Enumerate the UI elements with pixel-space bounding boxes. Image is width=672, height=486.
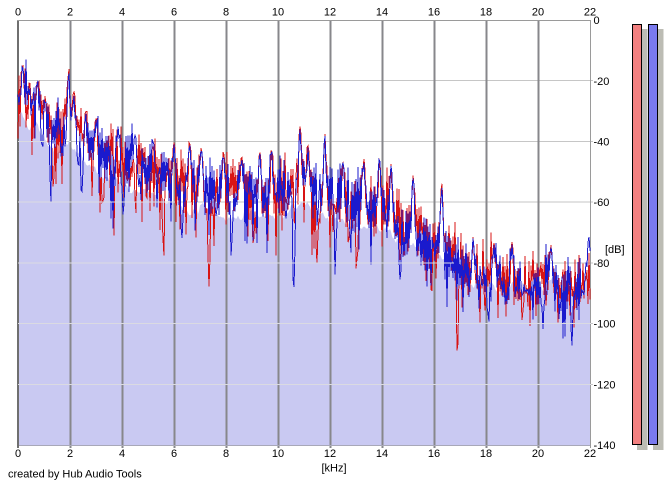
- svg-text:-140: -140: [594, 440, 616, 452]
- svg-text:-100: -100: [594, 319, 616, 331]
- svg-text:8: 8: [223, 7, 229, 19]
- svg-text:14: 14: [376, 448, 388, 460]
- svg-text:-60: -60: [594, 197, 610, 209]
- svg-text:[kHz]: [kHz]: [321, 463, 346, 475]
- svg-text:20: 20: [532, 448, 544, 460]
- svg-text:18: 18: [480, 7, 492, 19]
- svg-text:6: 6: [171, 448, 177, 460]
- svg-text:16: 16: [428, 7, 440, 19]
- svg-text:2: 2: [67, 7, 73, 19]
- svg-text:-40: -40: [594, 137, 610, 149]
- svg-text:10: 10: [272, 7, 284, 19]
- svg-text:2: 2: [67, 448, 73, 460]
- svg-text:4: 4: [119, 448, 125, 460]
- svg-text:12: 12: [324, 448, 336, 460]
- svg-text:20: 20: [532, 7, 544, 19]
- svg-text:12: 12: [324, 7, 336, 19]
- svg-text:-120: -120: [594, 379, 616, 391]
- svg-text:0: 0: [15, 7, 21, 19]
- svg-text:10: 10: [272, 448, 284, 460]
- svg-text:4: 4: [119, 7, 125, 19]
- svg-text:18: 18: [480, 448, 492, 460]
- svg-text:14: 14: [376, 7, 388, 19]
- svg-text:0: 0: [594, 15, 600, 27]
- svg-text:8: 8: [223, 448, 229, 460]
- svg-text:6: 6: [171, 7, 177, 19]
- svg-text:22: 22: [584, 448, 596, 460]
- svg-text:[dB]: [dB]: [605, 244, 625, 256]
- svg-text:-80: -80: [594, 258, 610, 270]
- svg-text:-20: -20: [594, 76, 610, 88]
- svg-text:16: 16: [428, 448, 440, 460]
- svg-text:0: 0: [15, 448, 21, 460]
- svg-text:created by Hub Audio Tools: created by Hub Audio Tools: [8, 469, 142, 481]
- svg-text:22: 22: [584, 7, 596, 19]
